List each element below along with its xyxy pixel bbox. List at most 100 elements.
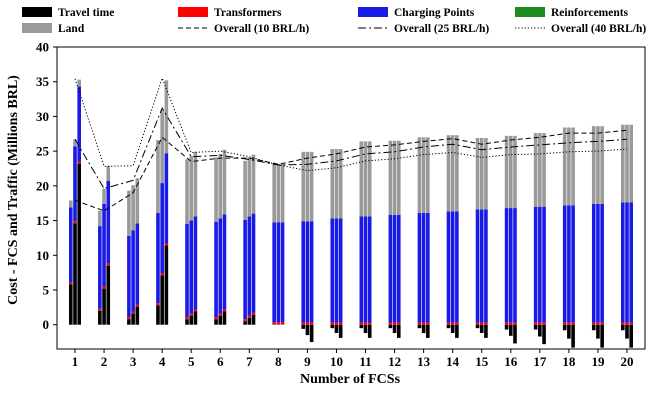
bar-segment-transformers xyxy=(509,323,513,325)
bar-stack xyxy=(156,140,160,325)
bar-segment-travel-time xyxy=(218,316,222,325)
bar-stack xyxy=(214,157,218,324)
bar-segment-charging-points xyxy=(426,213,430,323)
y-tick-label: 5 xyxy=(43,282,50,297)
bar-segment-land xyxy=(330,149,334,218)
bar-segment-land xyxy=(310,152,314,221)
bar-segment-travel-time xyxy=(252,315,256,325)
bar-segment-travel-time xyxy=(621,325,625,331)
bar-segment-charging-points xyxy=(160,183,164,273)
bar-segment-charging-points xyxy=(98,226,102,309)
bar-segment-travel-time xyxy=(596,325,600,339)
bar-segment-land xyxy=(156,140,160,213)
bar-segment-travel-time xyxy=(393,325,397,333)
bar-segment-travel-time xyxy=(422,325,426,333)
bar-segment-land xyxy=(600,126,604,204)
bar-segment-charging-points xyxy=(243,220,247,319)
bar-stack xyxy=(69,200,73,324)
bar-segment-travel-time xyxy=(136,307,140,325)
bar-segment-charging-points xyxy=(418,213,422,323)
bar-stack xyxy=(538,133,542,336)
bar-segment-transformers xyxy=(505,323,509,325)
bar-segment-travel-time xyxy=(335,325,339,333)
bar-segment-travel-time xyxy=(418,325,422,328)
bar-segment-transformers xyxy=(592,323,596,325)
bar-segment-travel-time xyxy=(397,325,401,338)
bar-segment-charging-points xyxy=(330,218,334,322)
bar-segment-land xyxy=(480,138,484,210)
bar-segment-transformers xyxy=(102,287,106,289)
bar-segment-travel-time xyxy=(301,325,305,329)
bar-stack xyxy=(426,137,430,338)
bar-segment-land xyxy=(364,141,368,216)
bar-stack xyxy=(389,141,393,328)
bar-segment-land xyxy=(451,135,455,211)
bar-segment-transformers xyxy=(534,323,538,325)
bar-segment-charging-points xyxy=(335,218,339,322)
bar-segment-land xyxy=(306,152,310,221)
x-tick-label: 4 xyxy=(159,354,166,369)
x-tick-label: 2 xyxy=(101,354,108,369)
bar-segment-land xyxy=(484,138,488,210)
bar-stack xyxy=(248,157,252,324)
bar-segment-travel-time xyxy=(509,325,513,336)
bar-stack xyxy=(629,125,633,348)
bar-segment-transformers xyxy=(218,314,222,316)
bar-stack xyxy=(339,149,343,338)
bar-stack xyxy=(194,152,198,325)
bar-segment-land xyxy=(368,141,372,216)
bar-segment-transformers xyxy=(223,309,227,311)
bar-segment-travel-time xyxy=(69,284,73,324)
bar-stack xyxy=(301,152,305,329)
bar-stack xyxy=(98,211,102,325)
bar-stack xyxy=(189,156,193,325)
bar-stack xyxy=(484,138,488,338)
bar-segment-charging-points xyxy=(272,222,276,322)
x-tick-label: 6 xyxy=(217,354,224,369)
bar-segment-transformers xyxy=(484,323,488,325)
bar-stack xyxy=(563,128,567,331)
plot-frame xyxy=(57,47,645,349)
bar-segment-travel-time xyxy=(455,325,459,338)
bar-segment-land xyxy=(301,152,305,221)
bar-segment-charging-points xyxy=(542,207,546,323)
bar-segment-transformers xyxy=(455,323,459,325)
bar-stack xyxy=(281,164,285,325)
bar-stack xyxy=(447,135,451,328)
bar-segment-transformers xyxy=(476,323,480,325)
bar-segment-charging-points xyxy=(451,212,455,323)
bar-stack xyxy=(596,126,600,338)
bar-segment-travel-time xyxy=(600,325,604,348)
bar-segment-transformers xyxy=(542,323,546,325)
bar-segment-transformers xyxy=(77,162,81,164)
y-tick-label: 25 xyxy=(36,144,50,159)
bar-segment-land xyxy=(102,189,106,204)
bar-segment-charging-points xyxy=(127,236,131,317)
bar-segment-charging-points xyxy=(214,222,218,317)
bar-segment-charging-points xyxy=(534,207,538,323)
bar-stack xyxy=(509,136,513,336)
bar-segment-transformers xyxy=(629,323,633,325)
legend-label: Overall (40 BRL/h) xyxy=(551,23,646,35)
bar-segment-charging-points xyxy=(248,216,252,315)
bar-segment-charging-points xyxy=(567,205,571,322)
bar-segment-charging-points xyxy=(389,215,393,323)
legend-item-overall-40: Overall (40 BRL/h) xyxy=(515,23,646,35)
plot-border xyxy=(57,47,645,349)
bar-segment-charging-points xyxy=(476,209,480,322)
bar-segment-land xyxy=(422,137,426,213)
bar-segment-travel-time xyxy=(102,289,106,325)
bar-segment-transformers xyxy=(160,273,164,275)
x-tick-label: 10 xyxy=(330,354,343,369)
bar-segment-transformers xyxy=(513,323,517,325)
bars xyxy=(69,80,633,348)
bar-segment-land xyxy=(625,125,629,203)
bar-segment-travel-time xyxy=(248,318,252,325)
bar-segment-land xyxy=(534,133,538,207)
bar-segment-charging-points xyxy=(447,212,451,323)
bar-segment-charging-points xyxy=(571,205,575,322)
bar-segment-transformers xyxy=(69,282,73,284)
bar-segment-transformers xyxy=(538,323,542,325)
bar-segment-charging-points xyxy=(189,221,193,314)
